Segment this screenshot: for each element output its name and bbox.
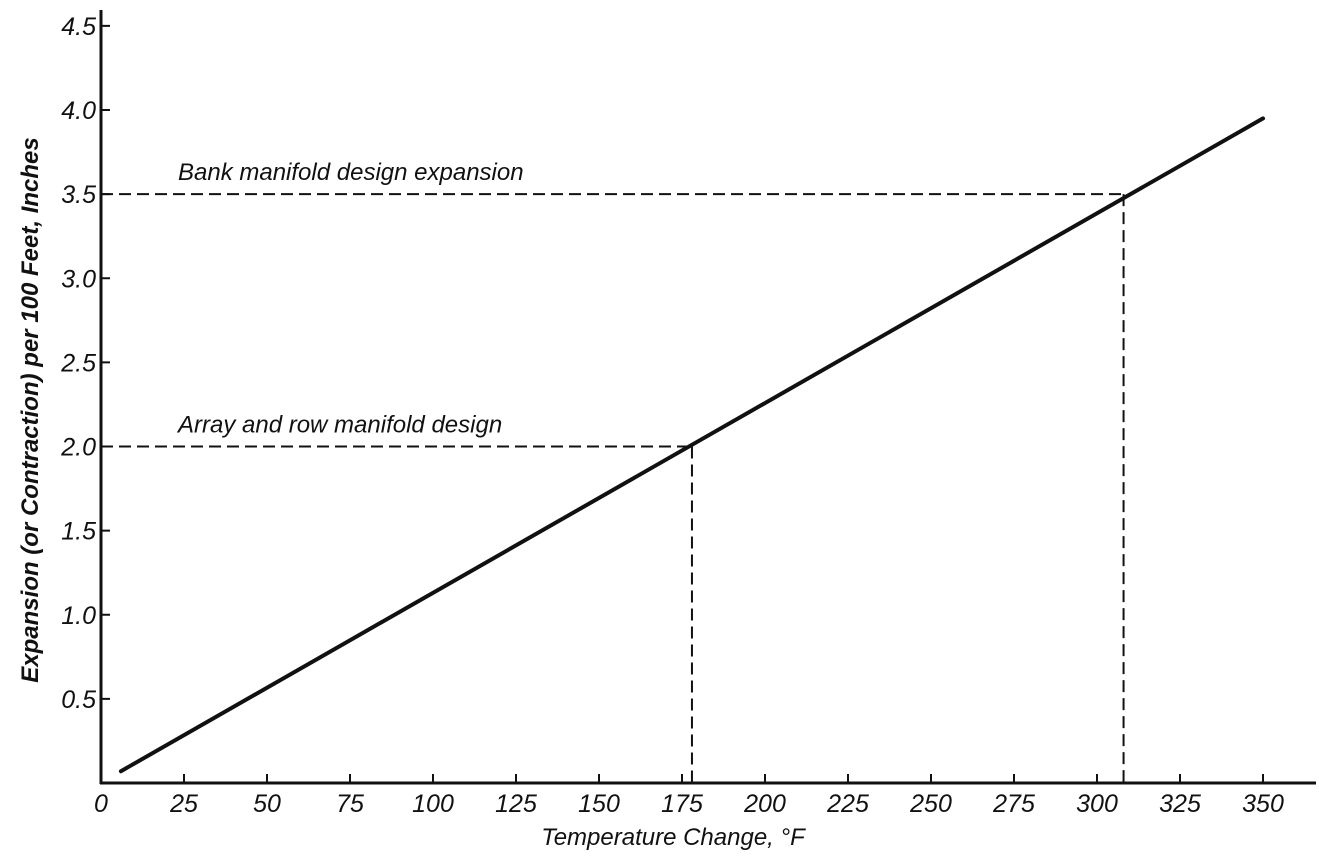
guide-lines [101,193,1125,783]
y-tick-label: 4.5 [61,13,96,41]
x-tick-label: 50 [253,790,281,818]
x-tick-label: 225 [826,790,869,818]
series-line [118,116,1265,774]
x-tick-label: 75 [336,790,364,818]
y-tick-label: 2.5 [60,349,96,377]
y-tick-label: 1.0 [61,602,96,630]
y-axis-title: Expansion (or Contraction) per 100 Feet,… [17,137,44,682]
x-tick-label: 100 [412,790,454,818]
x-tick-label: 25 [169,790,198,818]
x-tick-label: 150 [578,790,620,818]
x-tick-label: 0 [94,790,108,818]
x-axis-ticks: 0 25 50 75 100 125 150 175 200 225 250 275 300 325 350 [94,774,1284,818]
y-tick-label: 4.0 [61,97,96,125]
x-axis-title: Temperature Change, °F [541,824,806,851]
y-axis-ticks: 0.5 1.0 1.5 2.0 2.5 3.0 3.5 4.0 4.5 [60,13,110,714]
y-tick-label: 1.5 [61,518,96,546]
x-tick-label: 175 [661,790,703,818]
y-tick-label: 2.0 [60,434,96,462]
x-tick-label: 275 [992,790,1035,818]
x-tick-label: 200 [743,790,786,818]
series-lines [118,116,1265,774]
y-tick-label: 3.5 [61,181,96,209]
x-tick-label: 325 [1159,790,1201,818]
annotations: Array and row manifold design Bank manifo… [176,159,524,438]
y-tick-label: 0.5 [61,686,96,714]
x-tick-label: 250 [909,790,952,818]
axes [99,10,1316,785]
annotation-label: Bank manifold design expansion [178,159,524,186]
annotation-label: Array and row manifold design [176,412,502,439]
x-tick-label: 300 [1076,790,1118,818]
x-tick-label: 125 [495,790,537,818]
y-tick-label: 3.0 [61,265,96,293]
x-tick-label: 350 [1242,790,1284,818]
